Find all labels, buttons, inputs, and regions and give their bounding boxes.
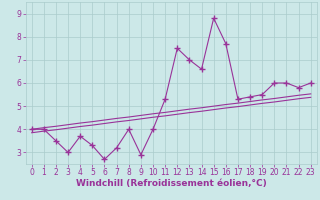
X-axis label: Windchill (Refroidissement éolien,°C): Windchill (Refroidissement éolien,°C) bbox=[76, 179, 267, 188]
